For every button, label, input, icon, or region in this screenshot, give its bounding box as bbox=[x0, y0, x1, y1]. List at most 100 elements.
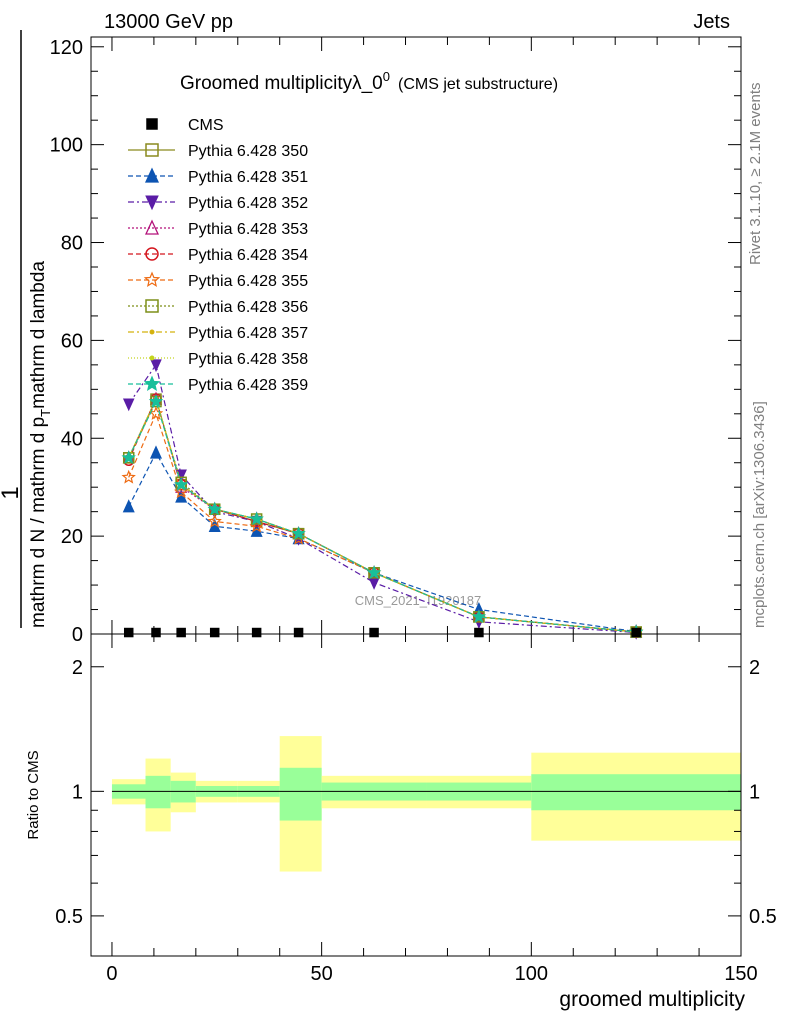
ratio-axis-ticks: 0.5 0.5 1 1 2 2 0 50 100 150 bbox=[55, 634, 777, 985]
ratio-inner-band bbox=[145, 775, 171, 809]
cms-data-point bbox=[474, 627, 484, 638]
series-point bbox=[121, 469, 136, 484]
xtick-label: 0 bbox=[106, 963, 117, 985]
legend-label: CMS bbox=[188, 117, 224, 134]
legend-label: Pythia 6.428 350 bbox=[188, 143, 308, 160]
header-right: Jets bbox=[693, 11, 730, 33]
legend-entry: Pythia 6.428 352 bbox=[128, 195, 308, 212]
ratio-ylabel: Ratio to CMS bbox=[25, 750, 42, 839]
legend-entry: Pythia 6.428 358 bbox=[128, 351, 308, 368]
cms-data-point bbox=[369, 627, 379, 638]
series-point bbox=[174, 477, 189, 491]
ratio-ytick-label: 2 bbox=[72, 657, 83, 679]
plot-title: Groomed multiplicityλ_00 (CMS jet substru… bbox=[180, 69, 558, 94]
ratio-ytick-label-right: 0.5 bbox=[749, 906, 777, 928]
cms-data-points bbox=[123, 627, 641, 638]
xtick-label: 150 bbox=[724, 963, 757, 985]
ratio-ytick-label-right: 2 bbox=[749, 657, 760, 679]
xtick-label: 100 bbox=[515, 963, 548, 985]
ratio-uncertainty-bands bbox=[111, 736, 741, 872]
series-point bbox=[121, 450, 136, 465]
series-point bbox=[122, 398, 135, 412]
legend-entry: Pythia 6.428 359 bbox=[128, 375, 308, 394]
series-point bbox=[122, 499, 135, 513]
series-point bbox=[366, 565, 382, 580]
analysis-watermark: CMS_2021_I1920187 bbox=[355, 593, 482, 608]
cms-data-point bbox=[631, 627, 641, 638]
legend-marker bbox=[149, 355, 155, 361]
main-ytick-label: 100 bbox=[50, 135, 83, 157]
legend-label: Pythia 6.428 352 bbox=[188, 195, 308, 212]
legend-marker bbox=[144, 219, 160, 235]
legend: CMS Pythia 6.428 350 Pythia 6.428 351 Pythi… bbox=[128, 117, 308, 394]
header-left: 13000 GeV pp bbox=[104, 11, 233, 33]
xtick-label: 50 bbox=[311, 963, 333, 985]
ratio-inner-band bbox=[531, 774, 741, 811]
main-axis-ticks: 0 20 40 60 80 100 120 bbox=[50, 37, 742, 646]
legend-label: Pythia 6.428 358 bbox=[188, 351, 308, 368]
main-ytick-label: 80 bbox=[61, 233, 83, 255]
legend-marker bbox=[146, 118, 158, 130]
main-plot: 0 20 40 60 80 100 120 CMS_2021_I1920187 Groome… bbox=[50, 36, 742, 646]
series-point bbox=[148, 394, 164, 408]
cms-data-point bbox=[176, 627, 186, 638]
cms-data-point bbox=[251, 627, 262, 638]
legend-label: Pythia 6.428 354 bbox=[188, 247, 308, 264]
ratio-inner-band bbox=[279, 767, 322, 821]
legend-marker bbox=[143, 271, 161, 287]
main-ytick-label: 60 bbox=[61, 330, 83, 352]
rivet-label: Rivet 3.1.10, ≥ 2.1M events bbox=[747, 83, 764, 266]
cms-data-point bbox=[293, 627, 304, 638]
legend-label: Pythia 6.428 355 bbox=[188, 273, 308, 290]
legend-marker bbox=[145, 195, 159, 211]
legend-entry: Pythia 6.428 354 bbox=[128, 247, 308, 264]
series-point bbox=[291, 526, 306, 540]
legend-entry: Pythia 6.428 356 bbox=[128, 299, 308, 316]
legend-label: Pythia 6.428 356 bbox=[188, 299, 308, 316]
ylabel-main-text: mathrm d N / mathrm d pTmathrm d lambda bbox=[28, 261, 53, 628]
legend-label: Pythia 6.428 359 bbox=[188, 377, 308, 394]
legend-marker bbox=[145, 299, 159, 313]
legend-label: Pythia 6.428 351 bbox=[188, 169, 308, 186]
legend-marker bbox=[144, 167, 160, 183]
cms-data-point bbox=[123, 627, 134, 638]
main-ytick-label: 120 bbox=[50, 37, 83, 59]
series-point bbox=[207, 513, 222, 528]
main-ytick-label: 0 bbox=[72, 624, 83, 646]
series-point bbox=[150, 359, 162, 373]
series-10 bbox=[121, 394, 644, 639]
main-ytick-label: 20 bbox=[61, 526, 83, 548]
legend-entry: Pythia 6.428 353 bbox=[128, 219, 308, 238]
series-point bbox=[368, 577, 380, 590]
main-series bbox=[121, 359, 644, 640]
ratio-plot-frame bbox=[90, 633, 742, 957]
series-point bbox=[207, 501, 222, 516]
legend-marker bbox=[145, 143, 159, 157]
series-2 bbox=[122, 445, 643, 638]
legend-entry: Pythia 6.428 351 bbox=[128, 167, 308, 186]
ylabel-numerator-one: 1 bbox=[0, 486, 24, 499]
series-point bbox=[471, 609, 487, 623]
legend-entry: Pythia 6.428 355 bbox=[128, 271, 308, 290]
legend-entry: Pythia 6.428 357 bbox=[128, 325, 308, 342]
legend-entry: CMS bbox=[146, 117, 224, 134]
main-ytick-label: 40 bbox=[61, 428, 83, 450]
legend-marker bbox=[149, 329, 155, 335]
cms-data-point bbox=[209, 627, 220, 638]
legend-label: Pythia 6.428 353 bbox=[188, 221, 308, 238]
series-point bbox=[149, 445, 163, 459]
ratio-ytick-label-right: 1 bbox=[749, 781, 760, 803]
x-axis-label: groomed multiplicity bbox=[559, 988, 745, 1011]
ratio-ytick-label: 0.5 bbox=[55, 906, 83, 928]
legend-marker bbox=[145, 247, 159, 261]
legend-label: Pythia 6.428 357 bbox=[188, 325, 308, 342]
legend-marker bbox=[143, 375, 161, 391]
main-ylabel: 1 mathrm d N / mathrm d pTmathrm d lambd… bbox=[0, 30, 53, 628]
legend-entry: Pythia 6.428 350 bbox=[128, 143, 308, 160]
ratio-plot: 0.5 0.5 1 1 2 2 0 50 100 150 Ratio to CMS groomed… bbox=[25, 633, 777, 1011]
mcplots-label: mcplots.cern.ch [arXiv:1306.3436] bbox=[751, 401, 768, 628]
ratio-ytick-label: 1 bbox=[72, 781, 83, 803]
series-point bbox=[249, 511, 264, 526]
cms-data-point bbox=[151, 627, 161, 638]
